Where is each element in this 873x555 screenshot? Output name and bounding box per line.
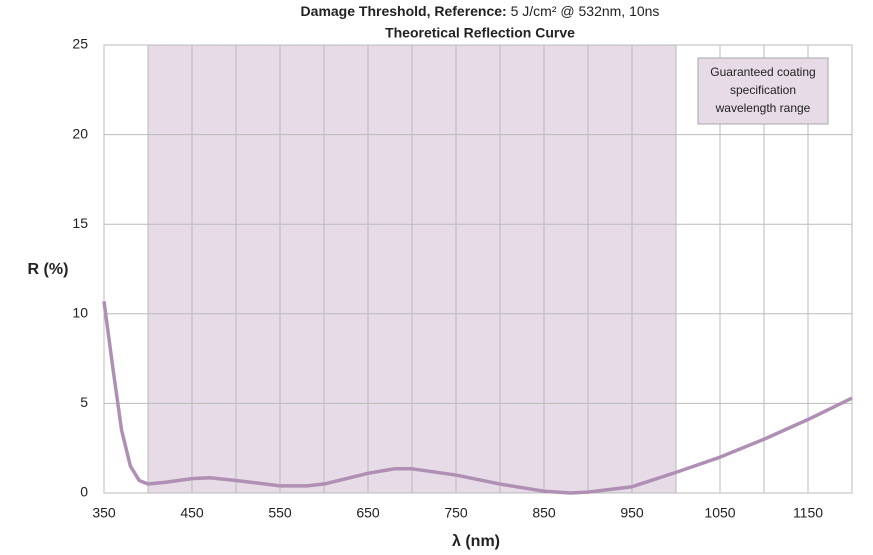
y-tick-label: 15 (72, 215, 88, 231)
chart-title: Damage Threshold, Reference: 5 J/cm² @ 5… (301, 3, 660, 19)
x-tick-label: 1050 (704, 505, 735, 521)
x-tick-label: 750 (444, 505, 468, 521)
x-tick-label: 850 (532, 505, 556, 521)
y-tick-label: 0 (80, 484, 88, 500)
x-axis-label: λ (nm) (452, 533, 500, 550)
x-tick-label: 550 (268, 505, 292, 521)
x-tick-label: 950 (620, 505, 644, 521)
y-tick-label: 5 (80, 394, 88, 410)
title: Damage Threshold, Reference: (301, 3, 507, 19)
annotation-box (697, 57, 829, 125)
x-tick-label: 350 (92, 505, 116, 521)
annotation-text: specification (730, 83, 796, 97)
y-tick-label: 20 (72, 125, 88, 141)
y-tick-label: 10 (72, 305, 88, 321)
x-tick-label: 450 (180, 505, 204, 521)
annotation-text: Guaranteed coating (710, 65, 815, 79)
annotation-text: wavelength range (715, 101, 811, 115)
title-value: 5 J/cm² @ 532nm, 10ns (511, 3, 660, 19)
x-tick-label: 1150 (793, 505, 823, 521)
y-axis-label: R (%) (28, 261, 69, 278)
x-tick-label: 650 (356, 505, 380, 521)
subtitle: Theoretical Reflection Curve (385, 25, 575, 41)
y-tick-label: 25 (72, 36, 88, 52)
data-line (102, 301, 853, 495)
